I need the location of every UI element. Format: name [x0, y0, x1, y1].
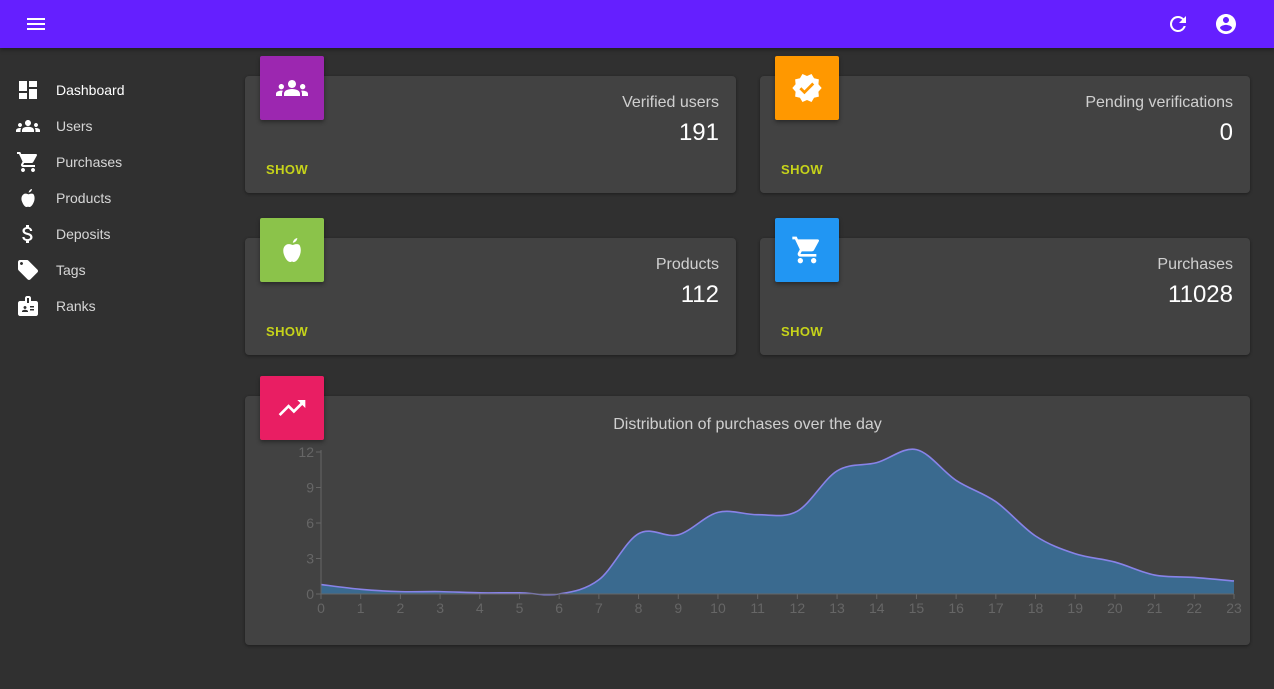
y-tick-label: 6	[306, 515, 314, 531]
y-tick-label: 12	[298, 444, 314, 460]
x-tick-label: 18	[1028, 600, 1044, 616]
stat-title: Pending verifications	[1085, 94, 1233, 111]
sidebar-item-label: Ranks	[56, 298, 96, 314]
x-tick-label: 4	[476, 600, 484, 616]
chart-title: Distribution of purchases over the day	[613, 416, 882, 433]
chart-card: Distribution of purchases over the day 0…	[245, 396, 1250, 645]
dollar-icon	[16, 222, 40, 246]
show-products-button[interactable]: SHOW	[266, 324, 309, 339]
sidebar: Dashboard Users Purchases Products Depos…	[0, 72, 230, 324]
cart-icon	[16, 150, 40, 174]
x-tick-label: 14	[869, 600, 885, 616]
x-tick-label: 5	[516, 600, 524, 616]
account-circle-icon[interactable]	[1214, 12, 1238, 36]
stat-value: 112	[680, 281, 719, 308]
y-tick-label: 9	[306, 480, 314, 496]
stat-title: Purchases	[1157, 256, 1233, 273]
stat-title: Verified users	[622, 94, 719, 111]
sidebar-item-users[interactable]: Users	[0, 108, 230, 144]
series-line	[320, 448, 1235, 596]
sidebar-item-label: Users	[56, 118, 93, 134]
sidebar-item-label: Dashboard	[56, 82, 125, 98]
x-tick-label: 17	[988, 600, 1004, 616]
sidebar-item-tags[interactable]: Tags	[0, 252, 230, 288]
x-tick-label: 20	[1107, 600, 1123, 616]
x-tick-label: 1	[357, 600, 365, 616]
x-tick-label: 7	[595, 600, 603, 616]
sidebar-item-label: Deposits	[56, 226, 111, 242]
badge-card-icon	[16, 294, 40, 318]
show-verified-users-button[interactable]: SHOW	[266, 162, 309, 177]
x-tick-label: 8	[635, 600, 643, 616]
dashboard-icon	[16, 78, 40, 102]
stat-card-purchases: Purchases 11028 SHOW	[760, 238, 1250, 355]
show-pending-verifications-button[interactable]: SHOW	[781, 162, 824, 177]
x-tick-label: 9	[674, 600, 682, 616]
y-tick-label: 0	[306, 586, 314, 602]
sidebar-item-label: Purchases	[56, 154, 123, 170]
x-tick-label: 10	[710, 600, 726, 616]
sidebar-item-purchases[interactable]: Purchases	[0, 144, 230, 180]
x-tick-label: 3	[436, 600, 444, 616]
stat-card-products: Products 112 SHOW	[245, 238, 736, 355]
people-icon	[16, 114, 40, 138]
area-fill	[321, 449, 1234, 595]
menu-icon[interactable]	[24, 12, 48, 36]
trending-up-icon	[260, 376, 324, 440]
x-tick-label: 21	[1147, 600, 1163, 616]
people-icon	[260, 56, 324, 120]
stat-value: 191	[678, 119, 719, 146]
stat-title: Products	[655, 256, 719, 273]
x-tick-label: 22	[1187, 600, 1203, 616]
apple-icon	[260, 218, 324, 282]
stat-value: 11028	[1168, 281, 1233, 308]
sidebar-item-dashboard[interactable]: Dashboard	[0, 72, 230, 108]
tag-icon	[16, 258, 40, 282]
show-purchases-button[interactable]: SHOW	[781, 324, 824, 339]
x-tick-label: 6	[555, 600, 563, 616]
apple-icon	[16, 186, 40, 210]
x-tick-label: 16	[948, 600, 964, 616]
sidebar-item-deposits[interactable]: Deposits	[0, 216, 230, 252]
sidebar-item-products[interactable]: Products	[0, 180, 230, 216]
x-tick-label: 15	[909, 600, 925, 616]
stat-value: 0	[1219, 119, 1233, 146]
x-tick-label: 13	[829, 600, 845, 616]
x-tick-label: 2	[396, 600, 404, 616]
app-bar	[0, 0, 1274, 48]
x-tick-label: 19	[1067, 600, 1083, 616]
x-tick-label: 0	[317, 600, 325, 616]
stat-card-verified-users: Verified users 191 SHOW	[245, 76, 736, 193]
sidebar-item-ranks[interactable]: Ranks	[0, 288, 230, 324]
x-tick-label: 11	[750, 600, 765, 616]
refresh-icon[interactable]	[1166, 12, 1190, 36]
x-tick-label: 12	[790, 600, 806, 616]
y-tick-label: 3	[306, 551, 314, 567]
cart-icon	[775, 218, 839, 282]
x-tick-label: 23	[1226, 600, 1242, 616]
verified-icon	[775, 56, 839, 120]
stat-card-pending-verifications: Pending verifications 0 SHOW	[760, 76, 1250, 193]
sidebar-item-label: Tags	[56, 262, 86, 278]
sidebar-item-label: Products	[56, 190, 112, 206]
